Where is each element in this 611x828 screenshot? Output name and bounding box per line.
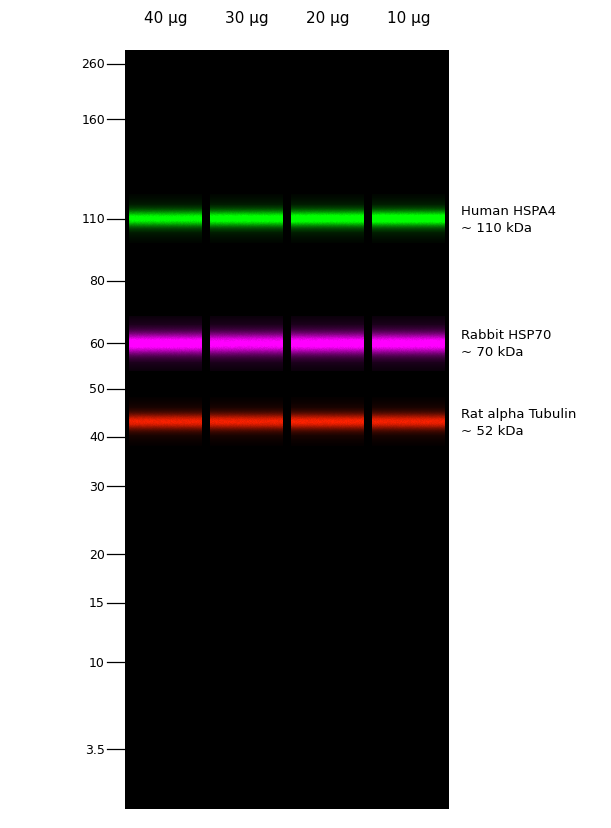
Text: 15: 15 [89,596,105,609]
Text: 260: 260 [81,58,105,71]
Text: 110: 110 [81,213,105,226]
Text: 60: 60 [89,337,105,350]
Text: 30 μg: 30 μg [225,11,268,26]
Text: Human HSPA4
~ 110 kDa: Human HSPA4 ~ 110 kDa [461,205,556,234]
Text: 20: 20 [89,548,105,561]
Text: 10: 10 [89,656,105,669]
Text: 50: 50 [89,383,105,396]
Text: 80: 80 [89,275,105,288]
Text: Rabbit HSP70
~ 70 kDa: Rabbit HSP70 ~ 70 kDa [461,329,551,359]
Text: Rat alpha Tubulin
~ 52 kDa: Rat alpha Tubulin ~ 52 kDa [461,407,576,437]
Text: 10 μg: 10 μg [387,11,430,26]
Text: 40: 40 [89,431,105,444]
Text: 160: 160 [81,113,105,127]
Text: 30: 30 [89,480,105,493]
Text: 40 μg: 40 μg [144,11,187,26]
Text: 3.5: 3.5 [85,743,105,756]
Text: 20 μg: 20 μg [306,11,349,26]
